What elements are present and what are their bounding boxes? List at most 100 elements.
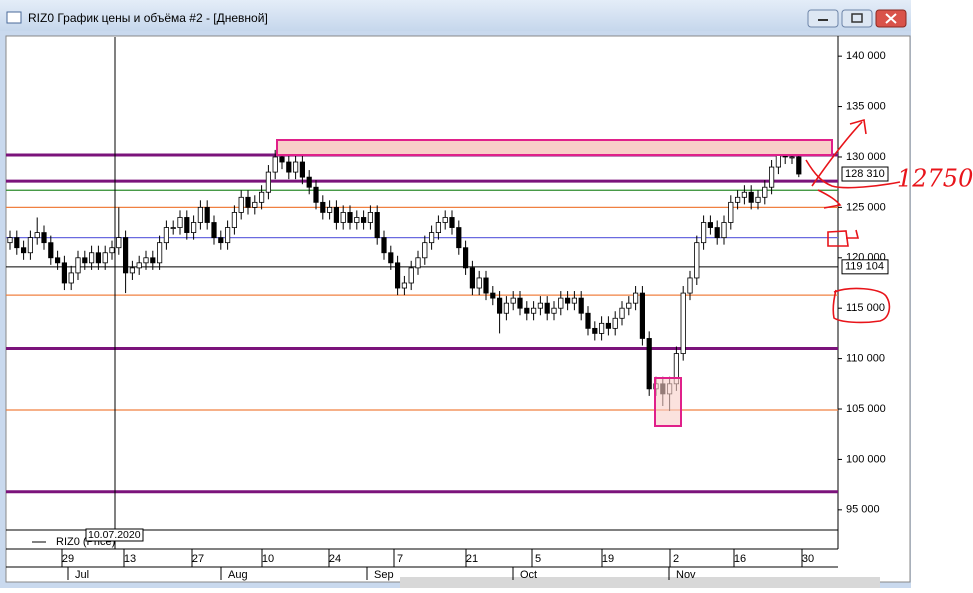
candle-body xyxy=(360,217,367,223)
candle-body xyxy=(510,297,516,304)
price-label-box xyxy=(841,259,889,275)
candle-body xyxy=(143,257,149,264)
candle-body xyxy=(680,292,686,354)
candle-body xyxy=(374,212,380,239)
candle-body xyxy=(68,272,74,284)
candle-body xyxy=(381,237,387,254)
candle-body xyxy=(34,232,40,239)
candle-body xyxy=(156,242,163,264)
candle-body xyxy=(748,191,754,203)
candle-body xyxy=(401,282,408,289)
candle-body xyxy=(231,212,237,228)
y-tick-label: 140 000 xyxy=(846,50,886,62)
candle-body xyxy=(89,252,95,264)
candle-body xyxy=(428,232,435,244)
window-title: RIZ0 График цены и объёма #2 - [Дневной] xyxy=(28,11,268,25)
day-label: 2 xyxy=(673,553,679,565)
candle-body xyxy=(136,262,142,269)
candle-body xyxy=(605,322,612,329)
candle-body xyxy=(14,237,20,249)
candle-body xyxy=(279,156,285,163)
crosshair-date: 10.07.2020 xyxy=(88,529,141,541)
candle-body xyxy=(537,302,544,309)
candle-body xyxy=(299,161,306,178)
day-label: 5 xyxy=(535,553,541,565)
candle-body xyxy=(585,312,591,329)
candle-body xyxy=(619,307,625,319)
candle-body xyxy=(599,322,605,334)
candle-body xyxy=(238,196,244,213)
candle-body xyxy=(184,217,190,233)
day-label: 16 xyxy=(734,553,746,565)
candle-body xyxy=(639,292,646,339)
month-label: Nov xyxy=(676,569,696,581)
candle-body xyxy=(123,237,129,274)
candle-body xyxy=(211,222,217,239)
candle-body xyxy=(496,297,503,314)
month-label: Sep xyxy=(374,569,394,581)
minimize-button[interactable] xyxy=(807,9,839,28)
candle-body xyxy=(102,252,108,264)
candle-body xyxy=(551,307,557,314)
circle xyxy=(832,287,891,324)
arrow xyxy=(805,159,901,209)
candle-body xyxy=(129,267,135,274)
candle-body xyxy=(415,257,421,269)
crosshair-date-box xyxy=(85,528,144,542)
y-tick-label: 105 000 xyxy=(846,403,886,415)
candle-body xyxy=(565,297,571,304)
candle-body xyxy=(796,156,802,175)
day-label: 30 xyxy=(802,553,814,565)
candle-body xyxy=(27,237,34,254)
close-icon xyxy=(885,13,897,24)
candle-body xyxy=(592,327,598,334)
candle-body xyxy=(20,247,27,254)
arrow xyxy=(811,118,867,187)
y-tick-label: 125 000 xyxy=(846,201,886,213)
candle-body xyxy=(272,156,278,173)
candle-body xyxy=(449,217,455,228)
y-tick-label: 115 000 xyxy=(846,302,885,314)
minimize-icon xyxy=(818,19,828,21)
candle-body xyxy=(517,297,523,309)
day-label: 24 xyxy=(329,553,341,565)
price-label: 128 310 xyxy=(845,168,885,180)
candle-body xyxy=(735,196,741,203)
candle-body xyxy=(109,247,115,254)
candle-body xyxy=(456,227,462,249)
candle-body xyxy=(687,277,693,294)
candle-body xyxy=(41,232,47,244)
y-tick-label: 110 000 xyxy=(846,353,885,365)
day-label: 10 xyxy=(262,553,274,565)
candle-body xyxy=(435,222,442,233)
candle-body xyxy=(483,277,489,294)
box xyxy=(827,229,860,247)
candle-body xyxy=(116,237,122,249)
candle-body xyxy=(252,201,258,208)
candle-body xyxy=(626,302,632,309)
candle-body xyxy=(714,227,720,239)
scrollbar[interactable] xyxy=(400,577,880,588)
candle-body xyxy=(503,302,510,314)
candle-body xyxy=(769,166,775,188)
candle-body xyxy=(388,252,394,264)
maximize-button[interactable] xyxy=(841,9,873,28)
candle-body xyxy=(367,212,374,223)
candle-body xyxy=(394,262,401,289)
handwritten-marks xyxy=(805,118,901,324)
price-label: 119 104 xyxy=(845,261,884,273)
highlight-zone xyxy=(276,139,833,156)
candle-body xyxy=(558,297,564,309)
candle-body xyxy=(694,242,700,279)
candle-body xyxy=(490,292,496,299)
y-tick-label: 130 000 xyxy=(846,151,886,163)
candle-body xyxy=(197,206,203,223)
candle-body xyxy=(333,206,340,223)
candle-body xyxy=(721,222,727,239)
candle-body xyxy=(462,247,469,269)
candle-body xyxy=(469,267,476,289)
candle-body xyxy=(524,307,530,314)
candle-body xyxy=(292,161,299,173)
candle-body xyxy=(82,257,88,264)
